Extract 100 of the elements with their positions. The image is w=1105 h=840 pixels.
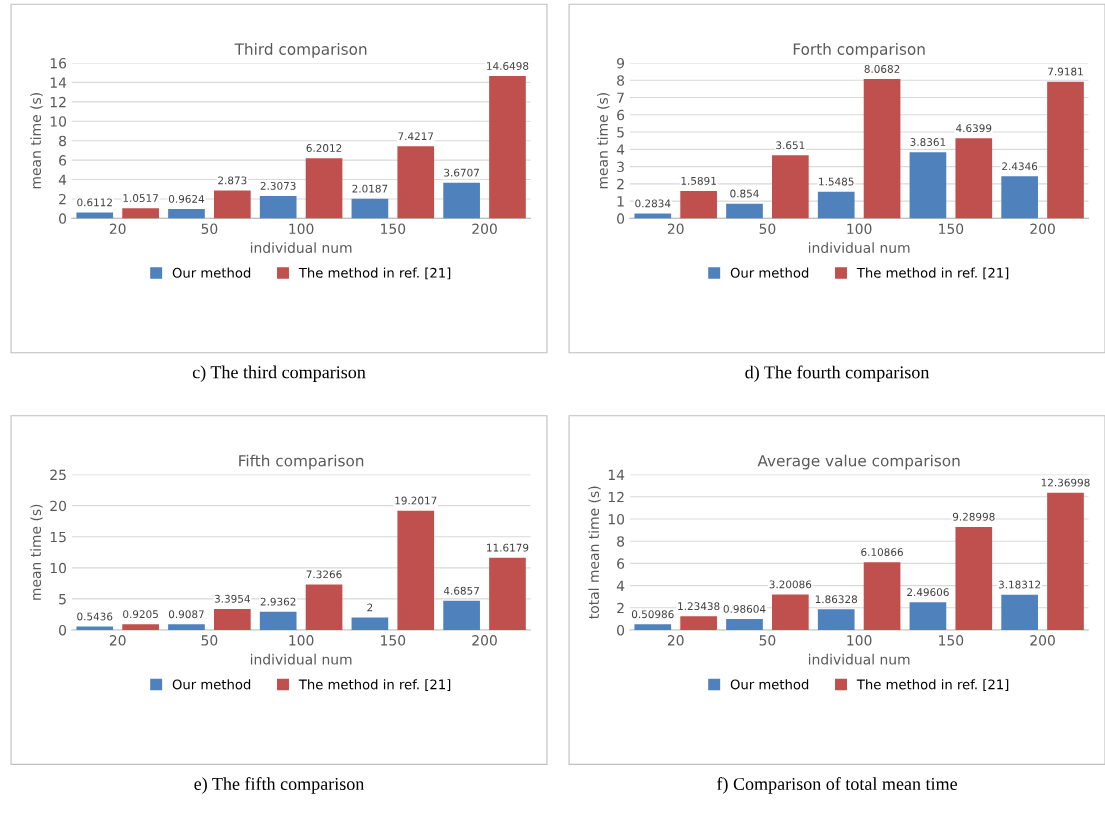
y-tick-label: 15 xyxy=(50,531,66,543)
y-tick-label: 5 xyxy=(617,127,624,138)
y-tick-label: 0 xyxy=(617,213,625,224)
text: f) Comparison of total mean time xyxy=(717,777,957,794)
y-tick-label: 10 xyxy=(50,562,67,574)
data-label: 6.2012 xyxy=(306,144,342,152)
x-tick-label: 150 xyxy=(381,223,406,235)
y-tick-label: 25 xyxy=(50,469,66,481)
y-tick-label: 8 xyxy=(617,75,625,86)
bar xyxy=(489,557,526,630)
data-label: 8.0682 xyxy=(864,65,900,73)
y-tick-label: 4 xyxy=(58,174,67,185)
x-tick-label: 50 xyxy=(759,223,776,235)
bar xyxy=(213,190,251,219)
bar xyxy=(680,190,717,219)
y-tick-label: 6 xyxy=(617,109,625,121)
bar xyxy=(863,79,901,219)
x-tick-label: 50 xyxy=(201,635,218,646)
data-label: 2.9362 xyxy=(260,597,296,606)
bar xyxy=(397,146,435,219)
data-label: 9.28998 xyxy=(952,512,995,521)
x-axis-title: individual num xyxy=(808,653,910,665)
x-tick-label: 100 xyxy=(847,223,872,235)
legend-label: Our method xyxy=(172,267,251,278)
y-tick-label: 20 xyxy=(50,500,67,512)
data-label: 19.2017 xyxy=(395,496,437,505)
bar xyxy=(955,526,993,630)
bar xyxy=(1001,176,1038,219)
data-label: 0.2834 xyxy=(635,199,671,208)
data-label: 3.6707 xyxy=(444,168,479,177)
x-tick-label: 100 xyxy=(847,635,872,646)
bar xyxy=(168,209,205,219)
text: e) The fifth comparison xyxy=(194,777,365,794)
data-label: 3.8361 xyxy=(910,138,946,146)
y-tick-label: 14 xyxy=(50,77,67,88)
y-tick-label: 0 xyxy=(59,624,67,636)
x-tick-label: 20 xyxy=(109,635,126,646)
x-tick-label: 150 xyxy=(939,635,964,646)
x-axis-title: individual num xyxy=(250,242,352,254)
y-tick-label: 10 xyxy=(50,116,67,127)
data-label: 3.20086 xyxy=(769,580,812,589)
text: d) The fourth comparison xyxy=(745,365,930,383)
bar xyxy=(213,608,251,630)
data-label: 1.5891 xyxy=(681,176,716,185)
data-label: 2 xyxy=(367,603,373,612)
legend-label: Our method xyxy=(730,679,809,690)
y-axis-title: total mean time (s) xyxy=(588,486,601,619)
data-label: 0.9087 xyxy=(168,610,204,619)
bar xyxy=(955,138,993,219)
data-label: 0.98604 xyxy=(723,604,766,613)
data-label: 0.50986 xyxy=(631,610,674,619)
bar xyxy=(726,203,763,219)
legend-label: The method in ref. [21] xyxy=(298,679,451,691)
data-label: 2.49606 xyxy=(907,588,949,597)
data-label: 2.873 xyxy=(218,176,247,185)
y-tick-label: 12 xyxy=(50,96,66,108)
y-tick-label: 5 xyxy=(59,594,66,605)
y-axis-title: mean time (s) xyxy=(597,93,610,189)
data-label: 0.9205 xyxy=(123,610,158,619)
data-label: 2.0187 xyxy=(352,184,388,193)
data-label: 4.6399 xyxy=(956,124,992,133)
y-axis-title: mean time (s) xyxy=(30,504,43,600)
y-tick-label: 14 xyxy=(608,469,625,480)
y-tick-label: 0 xyxy=(617,624,625,636)
x-axis-title: individual num xyxy=(250,653,352,665)
data-label: 4.6857 xyxy=(443,586,479,595)
bar xyxy=(909,602,947,630)
text: c) The third comparison xyxy=(192,365,366,382)
bar xyxy=(1001,594,1038,630)
legend-label: Our method xyxy=(172,679,251,690)
bar xyxy=(817,191,855,219)
x-tick-label: 100 xyxy=(289,635,314,646)
data-label: 1.5485 xyxy=(819,177,854,186)
bar xyxy=(772,594,809,630)
data-label: 1.0517 xyxy=(123,194,158,202)
y-tick-label: 8 xyxy=(59,135,67,147)
bar xyxy=(76,212,114,219)
legend-label: The method in ref. [21] xyxy=(856,267,1009,280)
bar xyxy=(863,562,901,630)
x-tick-label: 50 xyxy=(759,635,776,646)
chart-title: Third comparison xyxy=(234,43,367,58)
y-tick-label: 16 xyxy=(50,57,67,69)
bar xyxy=(443,182,480,219)
data-label: 0.9624 xyxy=(168,194,205,203)
y-tick-label: 6 xyxy=(617,558,625,569)
y-tick-label: 4 xyxy=(616,144,625,155)
bar xyxy=(259,611,297,630)
data-label: 0.6112 xyxy=(77,198,112,207)
bar xyxy=(726,619,763,630)
x-tick-label: 100 xyxy=(289,223,314,235)
data-label: 7.3266 xyxy=(306,570,342,579)
bar xyxy=(489,76,526,219)
data-label: 7.9181 xyxy=(1048,67,1083,76)
chart-title: Forth comparison xyxy=(793,43,925,58)
data-label: 14.6498 xyxy=(487,62,529,70)
x-tick-label: 200 xyxy=(1030,223,1055,235)
data-label: 1.86328 xyxy=(815,595,858,604)
legend-label: Our method xyxy=(730,267,809,278)
bar xyxy=(351,198,389,219)
x-tick-label: 20 xyxy=(109,223,126,235)
